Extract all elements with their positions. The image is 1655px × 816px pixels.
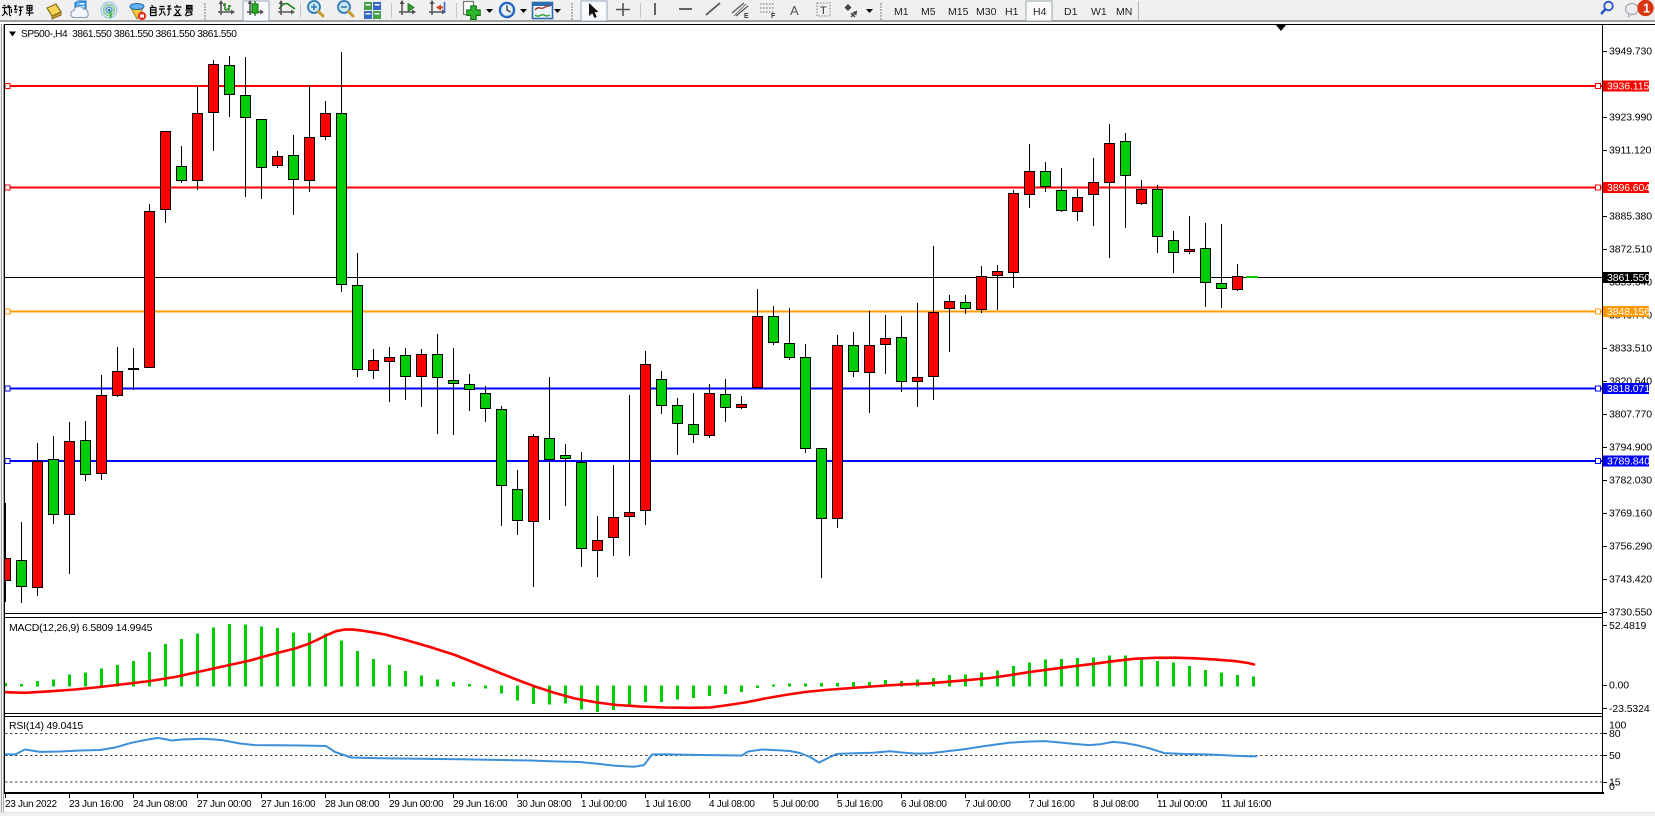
svg-text:RSI(14) 49.0415: RSI(14) 49.0415: [9, 720, 83, 732]
svg-text:5 Jul 00:00: 5 Jul 00:00: [773, 799, 819, 810]
svg-text:3949.730: 3949.730: [1609, 46, 1652, 58]
svg-text:M1: M1: [894, 6, 909, 18]
svg-text:1 Jul 00:00: 1 Jul 00:00: [581, 799, 627, 810]
svg-text:M15: M15: [948, 6, 969, 18]
svg-text:23 Jun 2022: 23 Jun 2022: [5, 799, 57, 810]
svg-text:3885.380: 3885.380: [1609, 211, 1652, 223]
svg-text:SP500-,H4 3861.550 3861.550 3: SP500-,H4 3861.550 3861.550 3861.550 386…: [21, 29, 237, 40]
svg-text:30 Jun 08:00: 30 Jun 08:00: [517, 799, 572, 810]
svg-text:11 Jul 00:00: 11 Jul 00:00: [1157, 799, 1208, 810]
svg-text:M30: M30: [976, 6, 997, 18]
svg-text:T: T: [820, 5, 827, 17]
svg-text:24 Jun 08:00: 24 Jun 08:00: [133, 799, 188, 810]
svg-text:3923.990: 3923.990: [1609, 112, 1652, 124]
svg-text:28 Jun 08:00: 28 Jun 08:00: [325, 799, 380, 810]
svg-text:27 Jun 00:00: 27 Jun 00:00: [197, 799, 252, 810]
svg-text:3872.510: 3872.510: [1609, 244, 1652, 256]
svg-text:3769.160: 3769.160: [1609, 508, 1652, 520]
svg-text:MACD(12,26,9) 6.5809 14.9945: MACD(12,26,9) 6.5809 14.9945: [9, 622, 153, 634]
svg-text:52.4819: 52.4819: [1609, 620, 1647, 632]
svg-text:80: 80: [1609, 728, 1621, 740]
svg-text:3756.290: 3756.290: [1609, 541, 1652, 553]
svg-text:7 Jul 00:00: 7 Jul 00:00: [965, 799, 1011, 810]
svg-text:7 Jul 16:00: 7 Jul 16:00: [1029, 799, 1075, 810]
svg-text:E: E: [744, 13, 749, 20]
svg-text:3789.840: 3789.840: [1607, 456, 1650, 468]
svg-text:1: 1: [1643, 2, 1650, 16]
svg-text:3911.120: 3911.120: [1609, 145, 1651, 157]
svg-text:H1: H1: [1005, 6, 1019, 18]
svg-text:23 Jun 16:00: 23 Jun 16:00: [69, 799, 124, 810]
svg-text:3896.604: 3896.604: [1607, 182, 1650, 194]
svg-text:M5: M5: [921, 6, 936, 18]
svg-text:3861.550: 3861.550: [1607, 272, 1650, 284]
svg-text:D1: D1: [1064, 6, 1078, 18]
svg-text:3782.030: 3782.030: [1609, 475, 1652, 487]
svg-text:29 Jun 00:00: 29 Jun 00:00: [389, 799, 444, 810]
svg-text:0: 0: [1609, 781, 1615, 793]
svg-text:3818.071: 3818.071: [1607, 383, 1650, 395]
svg-text:100: 100: [1609, 719, 1626, 731]
svg-text:4 Jul 08:00: 4 Jul 08:00: [709, 799, 755, 810]
svg-text:F: F: [771, 13, 776, 20]
svg-text:8 Jul 08:00: 8 Jul 08:00: [1093, 799, 1139, 810]
svg-text:15: 15: [1609, 776, 1621, 788]
svg-text:6 Jul 08:00: 6 Jul 08:00: [901, 799, 947, 810]
svg-text:3848.156: 3848.156: [1607, 306, 1650, 318]
svg-text:3833.510: 3833.510: [1609, 343, 1652, 355]
svg-text:3794.900: 3794.900: [1609, 442, 1652, 454]
svg-text:3743.420: 3743.420: [1609, 574, 1652, 586]
svg-text:H4: H4: [1033, 6, 1047, 18]
svg-text:1 Jul 16:00: 1 Jul 16:00: [645, 799, 691, 810]
svg-text:11 Jul 16:00: 11 Jul 16:00: [1221, 799, 1272, 810]
svg-text:MN: MN: [1116, 6, 1132, 18]
svg-text:3936.115: 3936.115: [1607, 81, 1649, 93]
svg-text:-23.5324: -23.5324: [1609, 703, 1650, 715]
svg-text:A: A: [790, 3, 799, 18]
svg-text:3730.550: 3730.550: [1609, 607, 1652, 619]
svg-text:5 Jul 16:00: 5 Jul 16:00: [837, 799, 883, 810]
svg-text:3807.770: 3807.770: [1609, 409, 1652, 421]
svg-text:50: 50: [1609, 750, 1621, 762]
svg-text:27 Jun 16:00: 27 Jun 16:00: [261, 799, 316, 810]
svg-text:0.00: 0.00: [1609, 680, 1629, 692]
svg-text:W1: W1: [1091, 6, 1107, 18]
svg-text:29 Jun 16:00: 29 Jun 16:00: [453, 799, 508, 810]
